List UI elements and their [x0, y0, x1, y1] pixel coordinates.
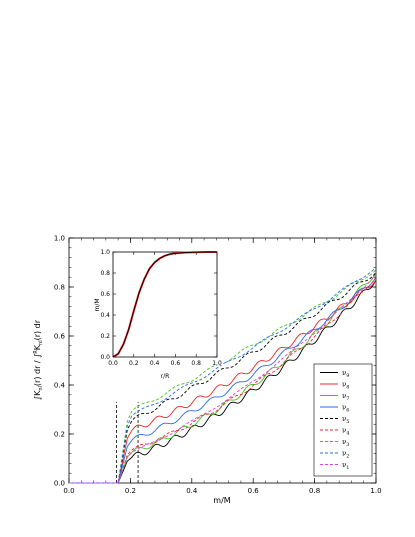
x-tick-label: 0.6	[248, 487, 260, 495]
inset-y-tick-label: 0.8	[100, 270, 110, 277]
inset-curve	[112, 251, 217, 358]
legend-label-6: ν6	[342, 404, 349, 414]
y-tick-label: 0.2	[54, 431, 65, 439]
series-line-9	[69, 279, 377, 484]
inset-x-tick-label: 0.4	[150, 360, 160, 367]
inset-series-group	[112, 251, 217, 358]
legend-label-9: ν9	[342, 369, 349, 379]
inset-x-tick-label: 0.0	[108, 360, 118, 367]
x-tick-label: 0.2	[125, 487, 136, 495]
x-tick-label: 0.4	[186, 487, 198, 495]
legend-label-8: ν8	[342, 381, 349, 391]
inset-y-tick-label: 0.6	[100, 291, 110, 298]
inset-y-tick-label: 1.0	[100, 249, 110, 256]
series-line-4	[69, 276, 377, 484]
inset-plot-frame	[112, 251, 218, 358]
legend-label-2: ν2	[342, 450, 349, 460]
series-line-1	[69, 274, 377, 484]
legend-label-4: ν4	[342, 427, 349, 437]
legend-label-5: ν5	[342, 415, 349, 425]
x-tick-label: 0.8	[309, 487, 320, 495]
y-tick-label: 1.0	[54, 235, 65, 243]
inset-y-tick-label: 0.2	[100, 333, 110, 340]
main-series-group	[69, 267, 377, 484]
x-tick-label: 1.0	[370, 487, 381, 495]
main-x-axis-label: m/M	[213, 496, 230, 505]
main-plot-frame	[68, 237, 377, 484]
inset-y-tick-label: 0.0	[100, 354, 110, 361]
y-tick-label: 0.4	[54, 382, 66, 390]
legend-label-1: ν1	[342, 461, 349, 471]
inset-x-tick-label: 0.2	[129, 360, 139, 367]
inset-x-tick-label: 0.6	[171, 360, 181, 367]
inset-x-tick-label: 1.0	[212, 360, 222, 367]
inset-axis-ticks: 0.0 0.2 0.4 0.6 0.8 1.0 0.0 0.2 0.4 0.6 0.8 1.0	[100, 249, 221, 367]
series-line-3	[69, 269, 377, 484]
series-line-6	[69, 276, 377, 484]
inset-x-tick-label: 0.8	[191, 360, 201, 367]
x-tick-label: 0.0	[63, 487, 74, 495]
y-tick-label: 0.0	[54, 480, 65, 488]
legend-label-3: ν3	[342, 438, 349, 448]
y-tick-label: 0.6	[54, 333, 66, 341]
inset-y-axis-label: m/M	[94, 298, 101, 311]
legend-box	[313, 363, 373, 477]
series-line-2	[69, 267, 377, 484]
main-y-axis-label: ∫Knl(r) dr / ∫RKnl(r) dr	[33, 319, 44, 400]
inset-x-axis-label: r/R	[161, 373, 170, 380]
legend-label-7: ν7	[342, 392, 349, 402]
y-tick-label: 0.8	[54, 284, 65, 292]
inset-y-tick-label: 0.4	[100, 312, 110, 319]
inset-background	[98, 245, 223, 365]
series-line-5	[69, 272, 377, 484]
